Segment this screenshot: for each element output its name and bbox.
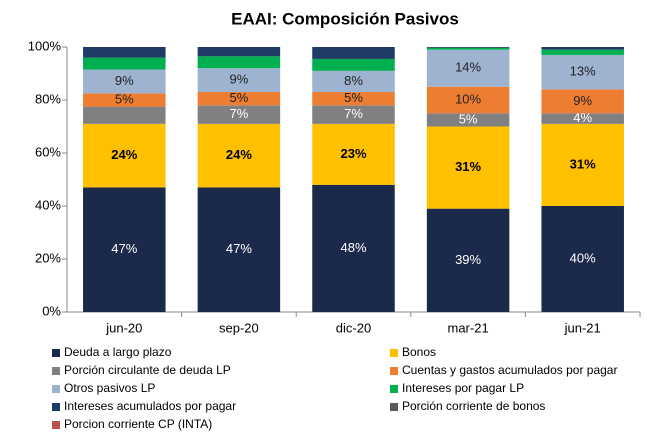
bar-segment (197, 187, 281, 312)
legend-swatch (52, 403, 60, 411)
bar-segment (197, 123, 281, 188)
bar-segment (312, 58, 395, 71)
data-label: 40% (570, 250, 596, 265)
bar-segment (426, 47, 510, 50)
legend-swatch (52, 367, 60, 375)
data-label: 4% (573, 110, 592, 125)
chart-title: EAAI: Composición Pasivos (231, 9, 459, 28)
bar-segment (426, 208, 510, 312)
bar-segment (83, 93, 166, 107)
bar-segment (426, 113, 510, 127)
bar-segment (541, 89, 624, 114)
bar-segment (197, 47, 281, 57)
bar-segment (83, 69, 166, 94)
bar-segment (426, 49, 510, 87)
data-label: 5% (344, 90, 363, 105)
legend-label: Bonos (402, 345, 436, 359)
x-tick-label: jun-20 (105, 320, 142, 335)
data-label: 14% (455, 60, 481, 75)
bar-segment (312, 105, 395, 124)
data-label: 5% (459, 111, 478, 126)
data-label: 31% (455, 159, 481, 174)
bar-segment (312, 47, 395, 59)
bar-segment (541, 54, 624, 90)
bar-segment (541, 206, 624, 312)
data-label: 23% (340, 146, 366, 161)
y-tick-label: 0% (42, 303, 61, 318)
data-label: 5% (230, 90, 249, 105)
bar-segment (312, 184, 395, 312)
x-tick-label: dic-20 (336, 320, 371, 335)
data-label: 47% (111, 241, 137, 256)
legend-label: Cuentas y gastos acumulados por pagar (402, 363, 617, 377)
legend-label: Intereses acumulados por pagar (64, 399, 236, 413)
bar-segment (541, 123, 624, 206)
bar-segment (312, 123, 395, 185)
legend-label: Deuda a largo plazo (64, 345, 172, 359)
data-label: 5% (115, 91, 134, 106)
data-label: 24% (111, 147, 137, 162)
bar-segment (426, 86, 510, 114)
y-tick-label: 100% (28, 38, 62, 53)
bar-segment (541, 49, 624, 55)
y-tick-label: 80% (35, 91, 61, 106)
legend-swatch (52, 421, 60, 429)
bar-segment (426, 47, 510, 48)
bar-segment (83, 57, 166, 70)
legend-swatch (390, 385, 398, 393)
bar-segment (197, 56, 281, 69)
x-tick-label: sep-20 (219, 320, 259, 335)
bar-segment (541, 47, 624, 50)
y-tick-label: 40% (35, 197, 61, 212)
bar-segment (312, 70, 395, 93)
bar-segment (312, 92, 395, 106)
data-label: 24% (226, 147, 252, 162)
data-label: 47% (226, 241, 252, 256)
data-label: 9% (230, 72, 249, 87)
legend-label: Porción corriente de bonos (402, 399, 545, 413)
legend-label: Porcion corriente CP (INTA) (64, 417, 212, 431)
x-tick-label: mar-21 (448, 320, 489, 335)
bar-segment (83, 187, 166, 312)
data-label: 7% (230, 106, 249, 121)
y-tick-label: 20% (35, 250, 61, 265)
bar-segment (83, 123, 166, 188)
legend-label: Porción circulante de deuda LP (64, 363, 231, 377)
bar-segment (197, 92, 281, 106)
legend-swatch (52, 385, 60, 393)
legend-swatch (390, 367, 398, 375)
legend-swatch (390, 349, 398, 357)
data-label: 48% (340, 240, 366, 255)
data-label: 9% (115, 73, 134, 88)
data-label: 39% (455, 252, 481, 267)
bar-segment (541, 113, 624, 124)
legend-label: Otros pasivos LP (64, 381, 155, 395)
legend-swatch (52, 349, 60, 357)
y-tick-label: 60% (35, 144, 61, 159)
bar-segment (83, 47, 166, 58)
legend-label: Intereses por pagar LP (402, 381, 524, 395)
bar-segment (83, 106, 166, 124)
x-tick-label: jun-21 (564, 320, 601, 335)
data-label: 7% (344, 106, 363, 121)
bar-segment (197, 105, 281, 124)
data-label: 8% (344, 73, 363, 88)
data-label: 13% (570, 64, 596, 79)
data-label: 10% (455, 91, 481, 106)
bar-segment (426, 126, 510, 209)
bar-segment (197, 68, 281, 93)
data-label: 31% (570, 156, 596, 171)
legend-swatch (390, 403, 398, 411)
data-label: 9% (573, 93, 592, 108)
